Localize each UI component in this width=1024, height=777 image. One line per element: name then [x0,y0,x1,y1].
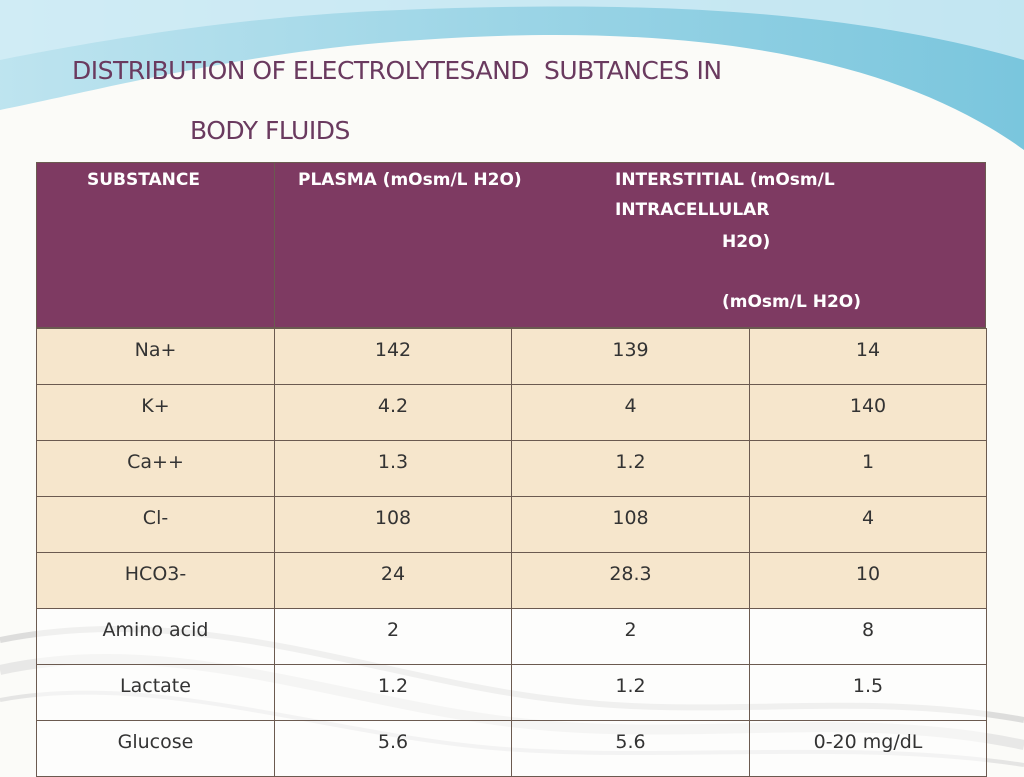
table-cell: 108 [274,496,512,553]
table-cell: 1.2 [511,440,750,497]
table-cell: 142 [274,328,512,385]
table-cell: HCO3- [36,552,275,609]
cell-text: K+ [141,395,170,417]
cell-text: 1.3 [377,451,409,473]
cell-text: 4 [861,507,875,529]
table-cell: 1.2 [274,664,512,721]
cell-text: 10 [855,563,881,585]
table-cell: Amino acid [36,608,275,665]
table-cell: Na+ [36,328,275,385]
cell-text: 108 [374,507,412,529]
cell-text: 1.2 [615,451,646,473]
cell-text: 5.6 [377,731,409,753]
cell-text: 2 [624,619,637,641]
cell-text: 1.2 [615,675,646,697]
header-text: SUBSTANCE [87,170,200,190]
cell-text: 1.2 [377,675,409,697]
title-line: DISTRIBUTION OF ELECTROLYTESAND SUBTANCE… [72,56,722,85]
table-cell: 139 [511,328,750,385]
table-cell: 5.6 [511,720,750,777]
header-text: H2O) [722,232,771,252]
cell-text: Ca++ [127,451,184,473]
table-cell: 1.5 [749,664,987,721]
header-text: PLASMA (mOsm/L H2O) [298,170,522,190]
title-line: BODY FLUIDS [190,116,350,145]
table-cell: 1.2 [511,664,750,721]
table-cell: Ca++ [36,440,275,497]
cell-text: 139 [612,339,649,361]
table-cell: Glucose [36,720,275,777]
table-cell: 8 [749,608,987,665]
table-cell: Lactate [36,664,275,721]
table-cell: 24 [274,552,512,609]
cell-text: Lactate [120,675,191,697]
cell-text: 24 [380,563,406,585]
table-cell: 2 [274,608,512,665]
cell-text: 28.3 [609,563,652,585]
cell-text: 1.5 [852,675,884,697]
cell-text: 14 [855,339,881,361]
cell-text: HCO3- [124,563,187,585]
cell-text: 5.6 [615,731,646,753]
cell-text: 1 [861,451,875,473]
cell-text: Glucose [117,731,194,753]
table-cell: 1.3 [274,440,512,497]
header-divider [274,162,275,328]
table-cell: K+ [36,384,275,441]
cell-text: 142 [374,339,412,361]
cell-text: 4 [624,395,637,417]
cell-text: 140 [849,395,887,417]
cell-text: 2 [386,619,400,641]
cell-text: Cl- [142,507,169,529]
cell-text: 4.2 [377,395,409,417]
table-cell: 140 [749,384,987,441]
table-cell: Cl- [36,496,275,553]
cell-text: 108 [612,507,649,529]
table-cell: 10 [749,552,987,609]
table-cell: 5.6 [274,720,512,777]
table-cell: 1 [749,440,987,497]
header-text: INTERSTITIAL (mOsm/L [615,170,835,190]
table-cell: 4 [749,496,987,553]
table-cell: 0-20 mg/dL [749,720,987,777]
table-cell: 2 [511,608,750,665]
table-cell: 28.3 [511,552,750,609]
cell-text: 0-20 mg/dL [813,731,923,753]
table-header [36,162,986,328]
header-text: (mOsm/L H2O) [722,292,862,312]
table-cell: 14 [749,328,987,385]
cell-text: Amino acid [102,619,209,641]
table-cell: 4.2 [274,384,512,441]
table-cell: 4 [511,384,750,441]
cell-text: 8 [861,619,875,641]
table-cell: 108 [511,496,750,553]
cell-text: Na+ [134,339,177,361]
header-text: INTRACELLULAR [615,200,770,220]
